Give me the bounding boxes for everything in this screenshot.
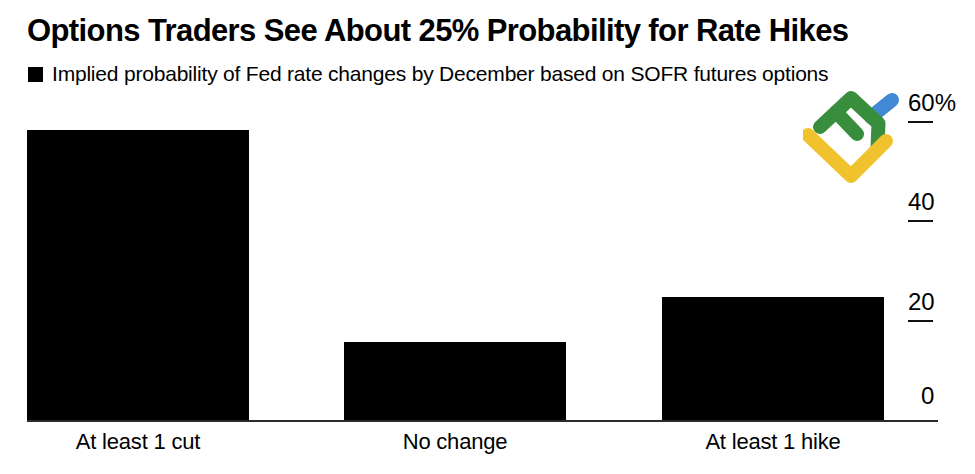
- logo-green-arm: [836, 112, 857, 134]
- bar: [344, 342, 566, 421]
- y-tick-label: 60%: [908, 89, 956, 117]
- chart-card: Options Traders See About 25% Probabilit…: [0, 0, 975, 474]
- x-axis-line: [27, 420, 938, 422]
- chart-legend: Implied probability of Fed rate changes …: [28, 62, 828, 86]
- y-tick-label: 0: [921, 382, 934, 410]
- y-tick-mark: [908, 121, 933, 123]
- bar: [662, 297, 884, 421]
- chart-title: Options Traders See About 25% Probabilit…: [27, 14, 927, 48]
- x-tick-label: At least 1 cut: [27, 429, 249, 455]
- y-tick-label: 20: [908, 288, 935, 316]
- legend-label: Implied probability of Fed rate changes …: [52, 62, 828, 86]
- y-tick-mark: [908, 320, 933, 322]
- y-tick-label: 40: [908, 188, 935, 216]
- x-tick-label: No change: [344, 429, 566, 455]
- legend-swatch: [28, 67, 43, 82]
- x-tick-label: At least 1 hike: [662, 429, 884, 455]
- y-tick-mark: [908, 220, 933, 222]
- litefinance-logo: [803, 88, 903, 192]
- bar: [27, 130, 249, 421]
